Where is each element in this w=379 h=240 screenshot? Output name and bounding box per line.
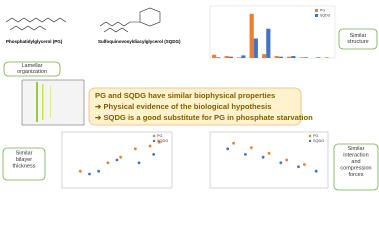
point	[152, 153, 156, 156]
point	[279, 161, 283, 165]
box-label: Similar structure	[347, 33, 368, 45]
legend-label: SQDG	[157, 139, 168, 143]
point	[249, 146, 253, 150]
summary-point: ➔ SQDG is a good substitute for PG in ph…	[95, 113, 313, 122]
bar	[324, 57, 329, 58]
sqdg-label: Sulfoquinovosyldiacylglycerol (SQDG)	[98, 39, 181, 44]
box-label: Lamellar organization	[17, 63, 47, 75]
plot-area	[209, 131, 329, 189]
box	[333, 143, 379, 191]
bar	[274, 56, 279, 58]
point	[119, 155, 123, 159]
point	[115, 158, 119, 162]
bar	[212, 54, 217, 58]
bar	[262, 54, 267, 58]
point	[285, 158, 289, 162]
box	[2, 147, 46, 181]
point	[261, 155, 265, 159]
bar	[237, 57, 242, 58]
legend-swatch	[152, 139, 156, 143]
point	[148, 144, 152, 148]
legend-swatch	[308, 139, 312, 143]
point	[88, 172, 91, 176]
legend-label: PG	[157, 134, 163, 138]
pg-structure	[5, 17, 67, 31]
legend-label: PG	[320, 8, 325, 12]
point	[244, 153, 247, 156]
point	[97, 169, 101, 173]
point	[157, 140, 161, 144]
graphical-abstract: Phosphatidylglycerol (PG) Sulfoquinovosy…	[2, 5, 379, 191]
bar	[278, 56, 283, 58]
bar	[266, 28, 271, 58]
bar	[228, 56, 233, 58]
point	[133, 147, 137, 151]
saxs-image	[21, 79, 85, 126]
summary-point: ➔ Physical evidence of the biological hy…	[95, 102, 271, 111]
legend-swatch	[315, 14, 318, 17]
bar	[253, 38, 258, 58]
point	[314, 169, 318, 173]
legend-swatch	[152, 134, 156, 138]
point	[137, 161, 141, 165]
bar	[241, 55, 246, 58]
legend-label: PG	[313, 134, 319, 138]
point	[303, 163, 306, 166]
point	[267, 151, 271, 155]
summary-box	[88, 87, 302, 126]
legend-swatch	[315, 9, 318, 12]
page: {"structures":{"pg":"Phosphatidylglycero…	[2, 5, 379, 191]
bar	[216, 57, 221, 58]
point	[232, 141, 236, 145]
box-label: Similar bilayer thickness	[13, 151, 36, 170]
summary-title: PG and SQDG have similar biophysical pro…	[95, 91, 275, 100]
bar	[249, 13, 254, 59]
bar	[224, 56, 229, 58]
bar	[287, 56, 292, 58]
legend-swatch	[308, 134, 312, 138]
sqdg-structure	[99, 7, 161, 33]
bar	[299, 57, 304, 58]
point	[78, 169, 82, 173]
bar	[316, 57, 321, 58]
pg-label: Phosphatidylglycerol (PG)	[6, 39, 63, 44]
bar	[303, 57, 308, 58]
plot-area	[61, 131, 173, 189]
point	[106, 161, 110, 165]
bar	[291, 56, 296, 58]
point	[297, 165, 300, 169]
legend-label: SQDG	[313, 139, 324, 143]
box-label: Similar interaction and compression forces	[340, 147, 371, 179]
box	[3, 61, 61, 77]
plot-area	[209, 5, 336, 59]
point	[226, 147, 230, 151]
box	[338, 28, 378, 50]
legend-label: SQDG	[320, 13, 331, 17]
